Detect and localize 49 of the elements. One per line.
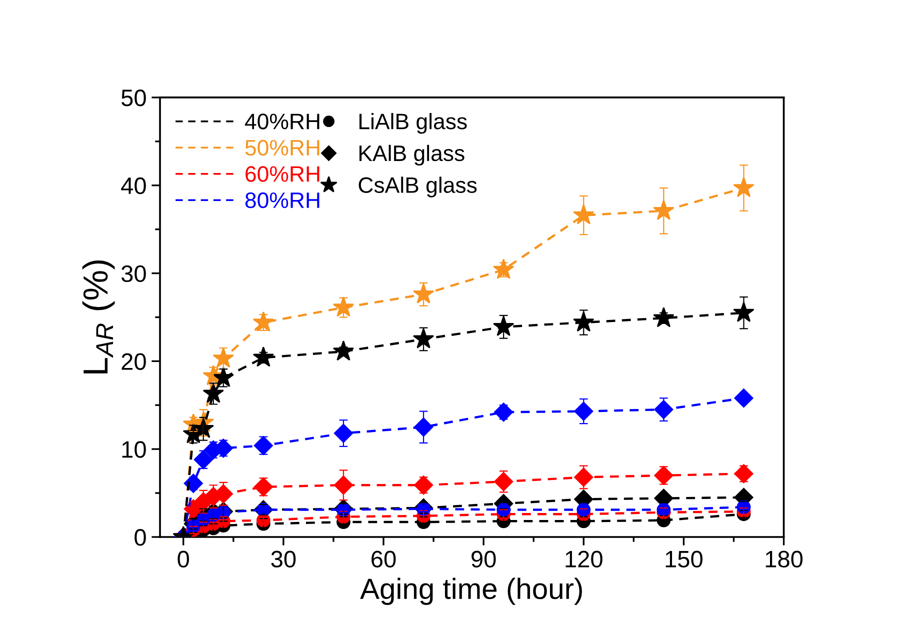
point (212, 347, 234, 368)
legend-label: 60%RH (246, 166, 320, 182)
point (212, 366, 234, 388)
x-tick-label: 150 (666, 550, 702, 568)
y-tick-label: 50 (122, 90, 146, 106)
point (653, 306, 674, 328)
annotation: LiAlB glass (359, 113, 467, 134)
point (494, 402, 514, 422)
point (332, 296, 354, 317)
point (412, 283, 434, 304)
legend-label: 50%RH (245, 140, 320, 156)
point (254, 436, 273, 456)
y-tick-label: 20 (122, 353, 146, 370)
point (254, 477, 273, 496)
point (202, 382, 224, 403)
point (492, 316, 514, 336)
annotation: CsAlB glass (358, 176, 477, 198)
x-tick-label: 30 (271, 550, 296, 568)
x-tick-label: 90 (472, 550, 496, 568)
point (252, 311, 274, 332)
y-axis-title: L$_{AR}$ (%) (82, 260, 115, 374)
point (414, 418, 434, 437)
point (194, 450, 213, 470)
y-tick-label: 40 (121, 177, 146, 194)
point (654, 466, 674, 485)
x-tick-label: 60 (372, 550, 396, 568)
y-tick-label: 30 (121, 265, 146, 282)
x-axis-title: Aging time (hour) (360, 578, 582, 605)
annotation: KAlB glass (359, 144, 464, 166)
point (574, 468, 594, 487)
y-tick-label: 0 (134, 529, 146, 546)
legend-label: 80%RH (245, 192, 320, 208)
point (334, 476, 353, 495)
point (654, 400, 674, 420)
x-tick-label: 120 (566, 550, 602, 568)
point (574, 402, 594, 421)
legend-label: 40%RH (244, 114, 320, 130)
point (252, 346, 274, 367)
x-tick-label: 0 (178, 550, 189, 568)
point (573, 311, 594, 332)
point (414, 476, 434, 495)
point (494, 472, 514, 492)
point (653, 200, 674, 220)
point (492, 258, 514, 279)
x-tick-label: 180 (766, 550, 803, 568)
point (192, 418, 214, 438)
point (334, 424, 353, 443)
point (332, 340, 354, 361)
y-tick-label: 10 (122, 441, 146, 458)
